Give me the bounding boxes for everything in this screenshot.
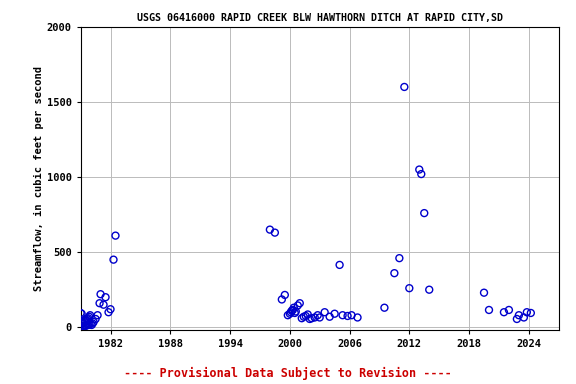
Point xyxy=(338,312,347,318)
Point xyxy=(519,314,528,321)
Point xyxy=(99,302,108,308)
Point xyxy=(266,227,275,233)
Point xyxy=(280,292,289,298)
Point xyxy=(395,255,404,261)
Point xyxy=(291,308,301,314)
Point xyxy=(499,309,509,315)
Point xyxy=(82,317,91,323)
Text: ---- Provisional Data Subject to Revision ----: ---- Provisional Data Subject to Revisio… xyxy=(124,367,452,380)
Point xyxy=(283,312,293,318)
Point xyxy=(353,314,362,321)
Point xyxy=(91,316,100,322)
Point xyxy=(320,309,329,315)
Point xyxy=(313,312,323,318)
Point xyxy=(81,318,90,324)
Point xyxy=(303,311,312,318)
Point xyxy=(78,319,87,325)
Point xyxy=(512,316,521,322)
Point xyxy=(95,300,104,306)
Point xyxy=(514,312,524,318)
Point xyxy=(335,262,344,268)
Point xyxy=(315,314,324,321)
Point xyxy=(290,310,300,316)
Point xyxy=(85,312,94,318)
Point xyxy=(301,313,310,319)
Point xyxy=(425,286,434,293)
Point xyxy=(484,307,494,313)
Point xyxy=(81,323,90,329)
Point xyxy=(84,321,93,328)
Point xyxy=(288,307,297,313)
Point xyxy=(277,296,286,303)
Point xyxy=(82,316,92,322)
Point xyxy=(270,230,279,236)
Y-axis label: Streamflow, in cubic feet per second: Streamflow, in cubic feet per second xyxy=(34,66,44,291)
Point xyxy=(380,305,389,311)
Point xyxy=(390,270,399,276)
Point xyxy=(89,319,98,325)
Point xyxy=(79,323,88,329)
Point xyxy=(307,315,316,321)
Point xyxy=(297,315,306,321)
Point xyxy=(85,314,94,320)
Point xyxy=(415,167,424,173)
Point xyxy=(96,291,105,297)
Point xyxy=(343,313,352,319)
Point xyxy=(77,311,86,317)
Point xyxy=(87,322,96,328)
Point xyxy=(310,314,319,321)
Point xyxy=(416,171,426,177)
Point xyxy=(104,309,113,315)
Point xyxy=(84,315,93,321)
Point xyxy=(522,309,532,315)
Point xyxy=(101,294,110,300)
Point xyxy=(295,300,304,306)
Point xyxy=(88,320,97,326)
Point xyxy=(106,306,115,312)
Point xyxy=(111,233,120,239)
Point xyxy=(79,318,89,324)
Point xyxy=(289,305,298,311)
Point xyxy=(347,312,356,318)
Point xyxy=(93,312,102,318)
Point xyxy=(325,314,334,320)
Point xyxy=(299,314,308,320)
Point xyxy=(286,309,295,315)
Point xyxy=(330,311,339,317)
Point xyxy=(526,310,536,316)
Point xyxy=(420,210,429,216)
Point xyxy=(85,321,94,327)
Title: USGS 06416000 RAPID CREEK BLW HAWTHORN DITCH AT RAPID CITY,SD: USGS 06416000 RAPID CREEK BLW HAWTHORN D… xyxy=(137,13,503,23)
Point xyxy=(78,319,88,326)
Point xyxy=(76,310,85,316)
Point xyxy=(293,302,302,308)
Point xyxy=(82,322,91,328)
Point xyxy=(479,290,488,296)
Point xyxy=(109,257,118,263)
Point xyxy=(78,320,87,326)
Point xyxy=(83,322,92,328)
Point xyxy=(305,316,314,322)
Point xyxy=(505,307,514,313)
Point xyxy=(285,311,294,317)
Point xyxy=(405,285,414,291)
Point xyxy=(400,84,409,90)
Point xyxy=(287,308,297,314)
Point xyxy=(80,323,89,329)
